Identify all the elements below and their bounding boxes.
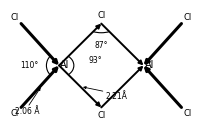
Text: Al: Al — [145, 61, 154, 70]
Text: 87°: 87° — [95, 41, 108, 50]
Text: 110°: 110° — [20, 61, 39, 70]
Text: Al: Al — [60, 61, 69, 70]
Text: 2.21Å: 2.21Å — [106, 92, 127, 101]
Text: Cl: Cl — [184, 13, 192, 22]
Text: Cl: Cl — [184, 109, 192, 118]
Text: 93°: 93° — [89, 56, 102, 65]
Text: Cl: Cl — [11, 13, 19, 22]
Text: Cl: Cl — [97, 111, 106, 120]
Text: 2.06 Å: 2.06 Å — [15, 107, 40, 116]
Text: Cl: Cl — [11, 109, 19, 118]
Text: Cl: Cl — [97, 11, 106, 20]
